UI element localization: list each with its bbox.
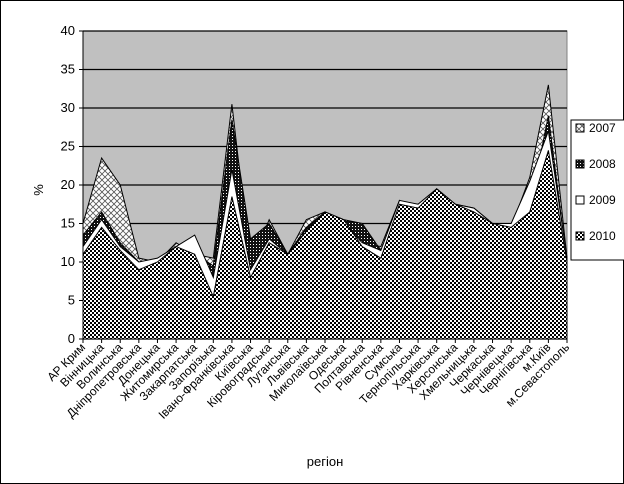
- series-areas: [82, 84, 568, 340]
- legend-label-2009: 2009: [589, 193, 616, 207]
- y-axis-label: %: [31, 184, 46, 196]
- y-tick-label: 5: [68, 293, 75, 308]
- area-series-2010: [82, 150, 568, 340]
- legend-swatch-2008: [575, 159, 585, 169]
- y-tick-label: 10: [61, 254, 75, 269]
- legend-swatch-2007: [575, 123, 585, 133]
- y-tick-label: 35: [61, 62, 75, 77]
- x-tick-labels: АР КримВінницькаВолинськаДніпропетровськ…: [44, 340, 572, 422]
- y-tick-label: 20: [61, 177, 75, 192]
- legend-label-2008: 2008: [589, 157, 616, 171]
- legend-swatch-2009: [575, 195, 585, 205]
- legend-swatch-2010: [575, 231, 585, 241]
- legend: 2007 2008 2009 2010: [570, 119, 624, 261]
- x-axis-label: регіон: [307, 454, 344, 469]
- y-tick-label: 0: [68, 331, 75, 346]
- y-tick-label: 30: [61, 100, 75, 115]
- y-tick-label: 25: [61, 139, 75, 154]
- y-tick-label: 15: [61, 216, 75, 231]
- y-tick-label: 40: [61, 23, 75, 38]
- legend-label-2007: 2007: [589, 121, 616, 135]
- legend-label-2010: 2010: [589, 229, 616, 243]
- axes: [79, 30, 568, 343]
- y-tick-labels: 0 5 10 15 20 25 30 35 40: [61, 23, 75, 346]
